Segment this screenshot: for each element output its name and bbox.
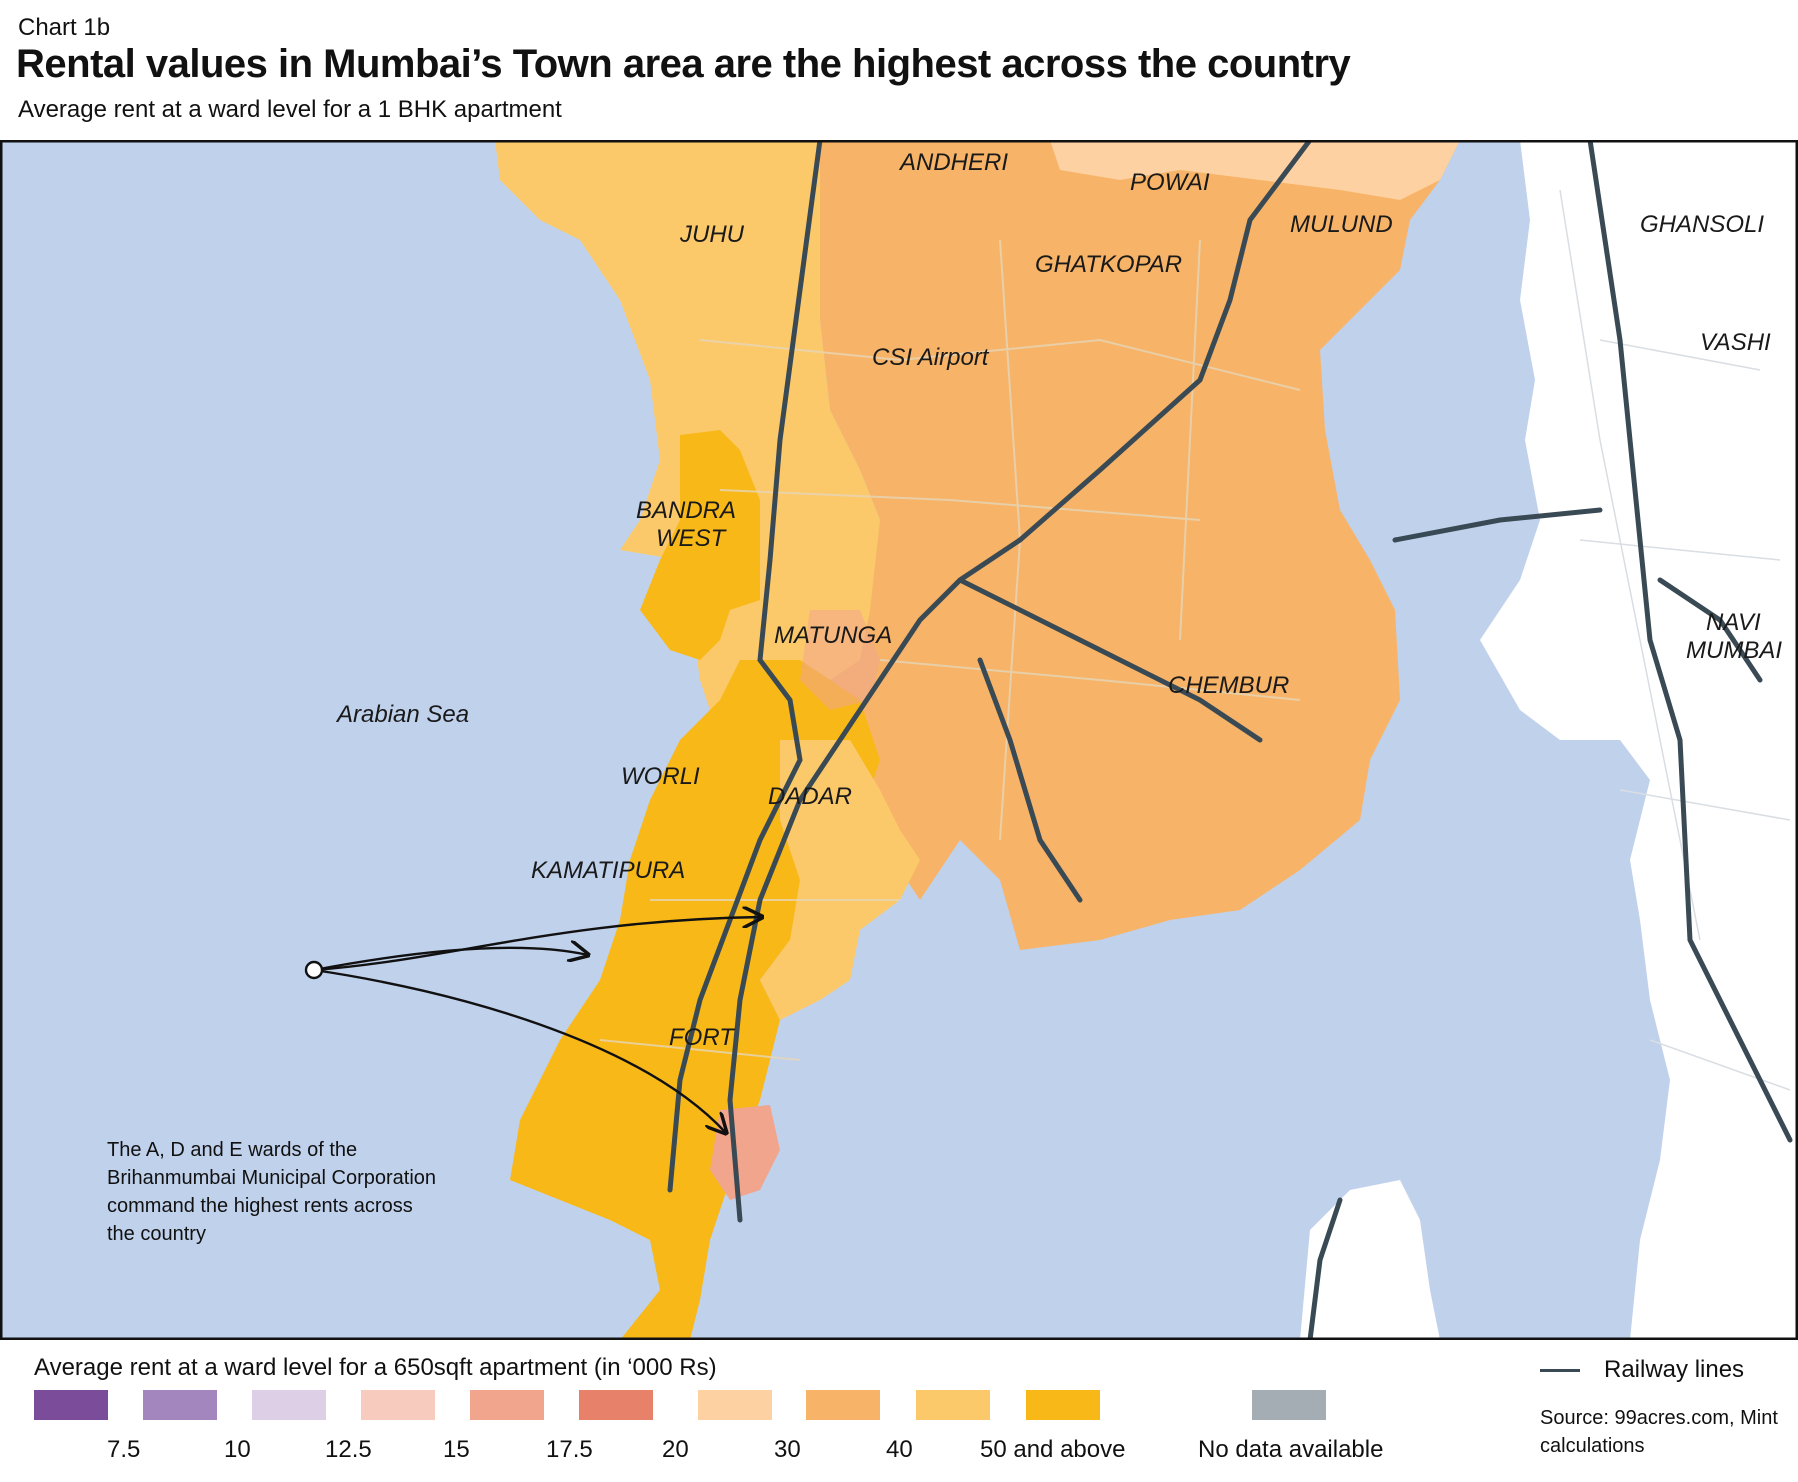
place-label-vashi: VASHI [1700,329,1771,356]
place-label-csi-airport: CSI Airport [872,344,990,371]
legend-swatch-2 [143,1390,217,1420]
place-label-mulund: MULUND [1290,211,1393,238]
annotation-arrows [313,917,762,1133]
railway-lines [667,140,1793,1340]
legend-railway-line [1540,1369,1580,1372]
place-label-bandra-west: WEST [656,525,728,552]
ward-dadar [760,740,920,1020]
legend-value-50-and-above: 50 and above [980,1436,1126,1463]
legend-swatch-7 [698,1390,772,1420]
legend-value-12-5: 12.5 [325,1436,372,1463]
legend-swatch-9 [916,1390,990,1420]
place-label-powai: POWAI [1130,169,1210,196]
chart-title: Rental values in Mumbai’s Town area are … [16,42,1351,86]
legend-value-10: 10 [224,1436,251,1463]
legend-value-40: 40 [886,1436,913,1463]
place-label-andheri: ANDHERI [898,149,1008,176]
chart-subtitle: Average rent at a ward level for a 1 BHK… [18,96,562,123]
place-label-navi: NAVI [1706,609,1761,636]
place-label-matunga: MATUNGA [774,622,892,649]
place-label-dadar: DADAR [768,783,852,810]
source-note: Source: 99acres.com, Mint calculations [1540,1407,1778,1457]
ward-powai [1050,140,1460,200]
place-label-juhu: JUHU [679,221,745,248]
annotation-text: The A, D and E wards of the Brihanmumbai… [107,1139,437,1245]
ward-bandra-west [640,430,770,660]
legend-swatch-4 [361,1390,435,1420]
place-label-ghansoli: GHANSOLI [1640,211,1764,238]
navi-mumbai-land [1480,140,1798,1340]
legend-swatch-10 [1026,1390,1100,1420]
legend-title: Average rent at a ward level for a 650sq… [34,1354,717,1381]
legend-swatch-6 [579,1390,653,1420]
legend-value-17-5: 17.5 [546,1436,593,1463]
legend-swatch-no-data [1252,1390,1326,1420]
navi-road-network [1559,189,1791,1091]
place-label-worli: WORLI [621,763,700,790]
ward-eastern-suburbs [760,140,1460,950]
legend-value-15: 15 [443,1436,470,1463]
legend-value-20: 20 [662,1436,689,1463]
legend-swatch-1 [34,1390,108,1420]
legend-swatch-3 [252,1390,326,1420]
map-border [0,140,1798,1340]
sea-label-arabian-sea: Arabian Sea [335,701,469,728]
place-label-fort: FORT [669,1024,736,1051]
legend-swatch-8 [806,1390,880,1420]
legend-value-30: 30 [774,1436,801,1463]
map-panel: ANDHERI POWAI JUHU MULUND GHATKOPAR GHAN… [0,140,1798,1340]
annotation-origin-dot [304,960,324,980]
legend-railway-label: Railway lines [1604,1356,1745,1383]
legend-value-7-5: 7.5 [107,1436,141,1463]
chart-number: Chart 1b [18,14,111,41]
ward-matunga [800,610,880,710]
legend-value-no-data: No data available [1198,1436,1384,1463]
place-label-navi-mumbai: MUMBAI [1686,637,1782,664]
legend-swatch-5 [470,1390,544,1420]
place-label-ghatkopar: GHATKOPAR [1035,251,1182,278]
place-label-bandra: BANDRA [636,497,736,524]
place-label-kamatipura: KAMATIPURA [531,857,685,884]
mumbai-ward-map: ANDHERI POWAI JUHU MULUND GHATKOPAR GHAN… [0,140,1798,1340]
place-label-chembur: CHEMBUR [1168,672,1289,699]
